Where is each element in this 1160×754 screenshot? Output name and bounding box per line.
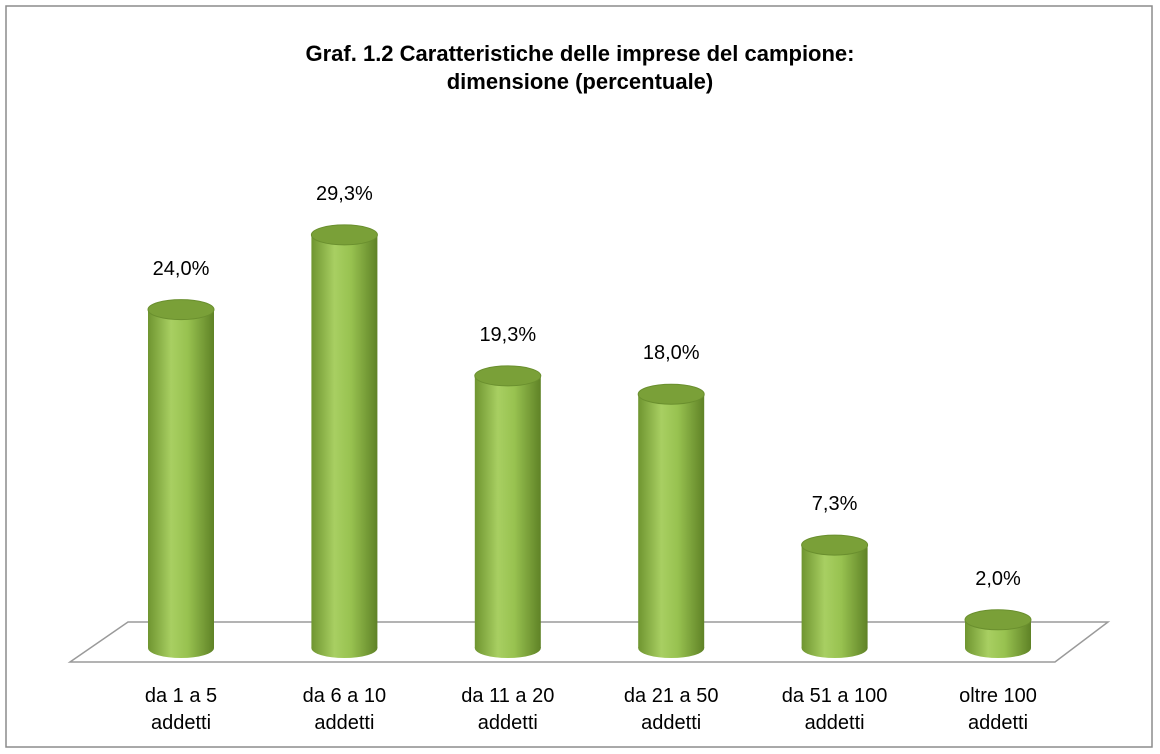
- bar-top: [147, 299, 215, 321]
- bar: [148, 309, 214, 648]
- bar-top: [964, 609, 1032, 631]
- x-tick-label: da 11 a 20 addetti: [461, 685, 555, 734]
- bar: [474, 375, 541, 648]
- value-label: 29,3%: [316, 182, 373, 205]
- bar: [801, 545, 868, 648]
- x-tick-label: da 1 a 5 addetti: [144, 685, 218, 734]
- x-tick-label: da 6 a 10 addetti: [302, 685, 387, 734]
- value-label: 2,0%: [975, 567, 1021, 590]
- bar-top: [637, 383, 705, 405]
- value-label: 19,3%: [479, 323, 537, 346]
- bar: [311, 234, 378, 648]
- bar-top: [310, 224, 378, 246]
- x-tick-label: da 21 a 50 addetti: [623, 685, 719, 734]
- chart-title: Graf. 1.2 Caratteristiche delle imprese …: [305, 41, 855, 94]
- bar-top: [801, 534, 869, 556]
- x-tick-label: oltre 100 addetti: [959, 685, 1037, 734]
- value-label: 7,3%: [811, 493, 858, 516]
- floor: [67, 621, 1111, 663]
- bar-top: [474, 365, 542, 387]
- bar: [638, 394, 705, 648]
- value-label: 24,0%: [152, 257, 210, 280]
- value-label: 18,0%: [642, 342, 700, 365]
- x-tick-label: da 51 a 100 addetti: [781, 685, 888, 734]
